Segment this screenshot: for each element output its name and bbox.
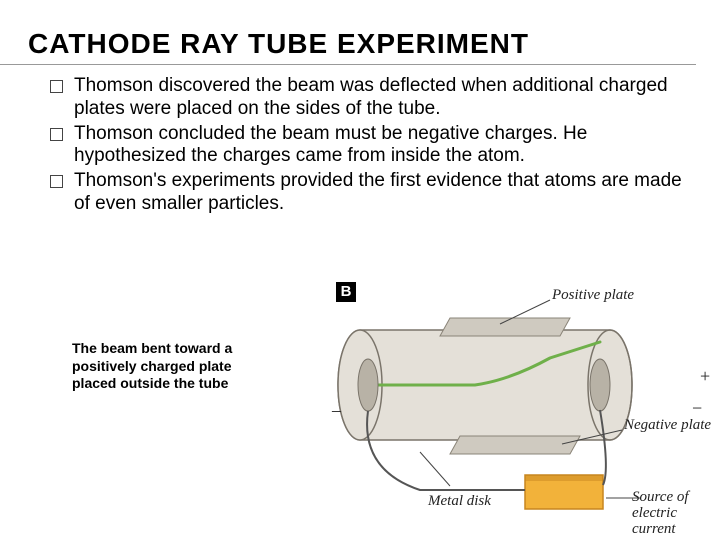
label-source: Source of electric current [632, 490, 712, 537]
label-positive-plate: Positive plate [552, 288, 634, 304]
figure-caption: The beam bent toward a positively charge… [72, 340, 242, 393]
page-title: CATHODE RAY TUBE EXPERIMENT [0, 0, 696, 65]
label-minus: − [692, 398, 702, 419]
label-neg-left: – [332, 400, 341, 421]
bullet-item: Thomson's experiments provided the first… [50, 170, 692, 216]
label-negative-plate: Negative plate [624, 418, 711, 434]
label-metal-disk: Metal disk [428, 494, 491, 510]
bullet-item: Thomson discovered the beam was deflecte… [50, 75, 692, 121]
bullet-list: Thomson discovered the beam was deflecte… [0, 65, 720, 216]
label-plus: + [700, 366, 710, 387]
bullet-item: Thomson concluded the beam must be negat… [50, 123, 692, 169]
